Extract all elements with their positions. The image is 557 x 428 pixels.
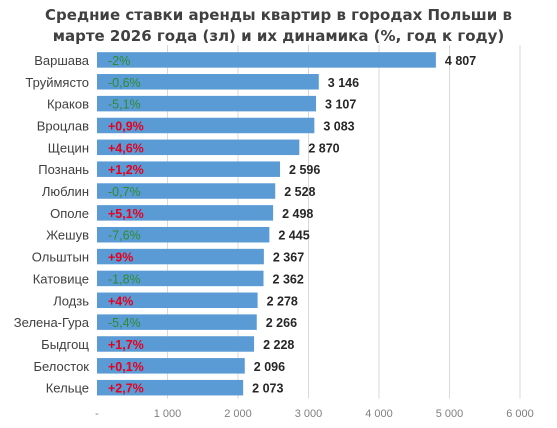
category-label: Катовице — [33, 271, 89, 286]
category-label: Белосток — [33, 359, 89, 374]
yoy-change-label: -2% — [108, 54, 130, 68]
chart-title-line-2: марте 2026 года (зл) и их динамика (%, г… — [52, 27, 505, 45]
category-label: Зелена-Гура — [14, 315, 90, 330]
value-label: 2 498 — [282, 207, 313, 221]
value-label: 2 870 — [308, 141, 339, 155]
x-tick-label: 1 000 — [154, 408, 182, 420]
bar — [97, 292, 258, 309]
x-tick-label: - — [95, 408, 99, 420]
value-label: 2 266 — [266, 316, 297, 330]
category-label: Труймясто — [25, 75, 89, 90]
yoy-change-label: +1,2% — [108, 163, 144, 177]
category-label: Познань — [38, 162, 89, 177]
bar — [97, 379, 244, 396]
yoy-change-label: -7,6% — [108, 229, 141, 243]
x-tick-label: 2 000 — [224, 408, 252, 420]
category-label: Быдгощ — [41, 337, 89, 352]
yoy-change-label: -5,4% — [108, 316, 141, 330]
bar — [97, 226, 270, 243]
bar — [97, 248, 264, 265]
yoy-change-label: -0,7% — [108, 185, 141, 199]
category-label: Ольштын — [32, 250, 89, 265]
yoy-change-label: +1,7% — [108, 338, 144, 352]
category-label: Вроцлав — [37, 118, 89, 133]
yoy-change-label: -5,1% — [108, 98, 141, 112]
bar — [97, 205, 274, 221]
bar — [97, 117, 315, 134]
x-tick-label: 5 000 — [436, 408, 464, 420]
category-label: Варшава — [34, 53, 90, 68]
value-label: 2 528 — [284, 185, 315, 199]
bar — [97, 161, 281, 177]
value-label: 2 596 — [289, 163, 320, 177]
yoy-change-label: +9% — [108, 251, 133, 265]
category-label: Жешув — [46, 228, 89, 243]
value-label: 2 073 — [252, 382, 283, 396]
bar — [97, 270, 264, 287]
value-label: 2 362 — [273, 272, 304, 286]
value-label: 2 278 — [267, 294, 298, 308]
value-label: 4 807 — [445, 54, 476, 68]
bar — [97, 183, 276, 199]
value-label: 2 096 — [254, 360, 285, 374]
yoy-change-label: +2,7% — [108, 382, 144, 396]
yoy-change-label: +4,6% — [108, 141, 144, 155]
value-label: 2 228 — [263, 338, 294, 352]
bar — [97, 358, 245, 374]
bar — [97, 336, 255, 352]
bar — [97, 74, 319, 90]
bar — [97, 139, 300, 156]
yoy-change-label: -0,6% — [108, 76, 141, 90]
category-label: Краков — [47, 97, 89, 112]
bar — [97, 314, 257, 330]
yoy-change-label: -1,8% — [108, 272, 141, 286]
category-label: Щецин — [48, 140, 89, 155]
bar — [97, 95, 317, 112]
bar — [97, 52, 436, 68]
x-tick-label: 3 000 — [295, 408, 323, 420]
category-label: Лодзь — [53, 293, 89, 308]
category-label: Кельце — [46, 381, 89, 396]
value-label: 3 083 — [323, 119, 354, 133]
value-label: 3 107 — [325, 98, 356, 112]
category-label: Люблин — [42, 184, 89, 199]
x-tick-label: 4 000 — [365, 408, 393, 420]
value-label: 2 367 — [273, 251, 304, 265]
value-label: 3 146 — [328, 76, 359, 90]
yoy-change-label: +0,1% — [108, 360, 144, 374]
category-label: Ополе — [50, 206, 89, 221]
value-label: 2 445 — [278, 229, 309, 243]
x-tick-label: 6 000 — [506, 408, 534, 420]
chart-title-line-1: Средние ставки аренды квартир в городах … — [45, 6, 512, 24]
yoy-change-label: +0,9% — [108, 119, 144, 133]
yoy-change-label: +5,1% — [108, 207, 144, 221]
yoy-change-label: +4% — [108, 294, 133, 308]
